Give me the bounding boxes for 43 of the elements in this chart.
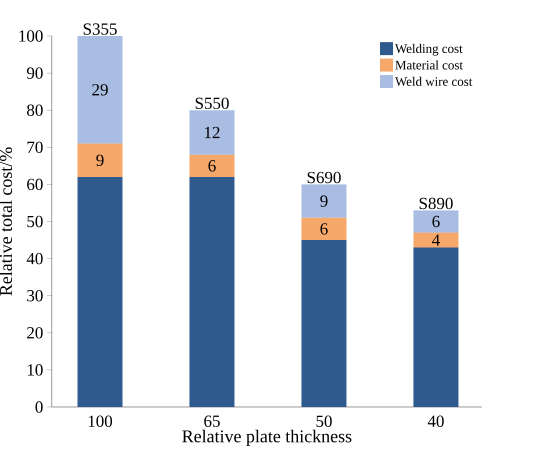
- data-label: 6: [208, 160, 216, 172]
- x-axis-title: Relative plate thickness: [182, 430, 352, 446]
- bar: [413, 210, 458, 233]
- bar: [189, 176, 234, 407]
- y-tick-label: 50: [27, 216, 43, 228]
- bar: [78, 176, 122, 407]
- data-label: 6: [432, 216, 440, 228]
- bar: [301, 240, 346, 407]
- data-label: 29: [92, 84, 108, 96]
- data-label: 6: [320, 223, 328, 235]
- x-tick-label: 65: [204, 416, 220, 427]
- bar: [301, 184, 346, 218]
- annotation: S890: [420, 198, 453, 210]
- y-tick-label: 80: [27, 104, 43, 116]
- data-label: 4: [432, 234, 440, 246]
- bar: [189, 110, 234, 155]
- legend-label: Weld wire cost: [395, 76, 472, 86]
- x-tick-label: 100: [88, 416, 112, 427]
- bar: [189, 154, 234, 177]
- annotation: S690: [308, 172, 341, 184]
- y-tick-label: 20: [27, 327, 43, 339]
- bar: [301, 218, 346, 240]
- annotation: S355: [84, 23, 117, 35]
- y-tick-label: 100: [19, 30, 43, 42]
- y-tick-label: 0: [36, 401, 43, 413]
- y-tick-label: 10: [28, 364, 43, 376]
- y-tick-label: 90: [26, 67, 43, 79]
- x-tick-label: 40: [428, 416, 444, 427]
- legend-label: Welding cost: [395, 44, 463, 56]
- bar: [413, 247, 458, 407]
- bar: [78, 36, 122, 144]
- data-label: 9: [96, 154, 104, 166]
- y-tick-label: 40: [26, 252, 43, 264]
- y-tick-label: 30: [27, 290, 43, 302]
- data-label: 12: [205, 126, 220, 138]
- legend-label: Material cost: [395, 60, 463, 70]
- data-label: 9: [320, 195, 328, 207]
- x-tick-label: 50: [316, 416, 332, 427]
- y-tick-label: 60: [27, 178, 43, 190]
- y-tick-label: 70: [28, 142, 43, 154]
- annotation: S550: [196, 98, 229, 110]
- bar: [413, 232, 458, 248]
- bar: [78, 144, 122, 177]
